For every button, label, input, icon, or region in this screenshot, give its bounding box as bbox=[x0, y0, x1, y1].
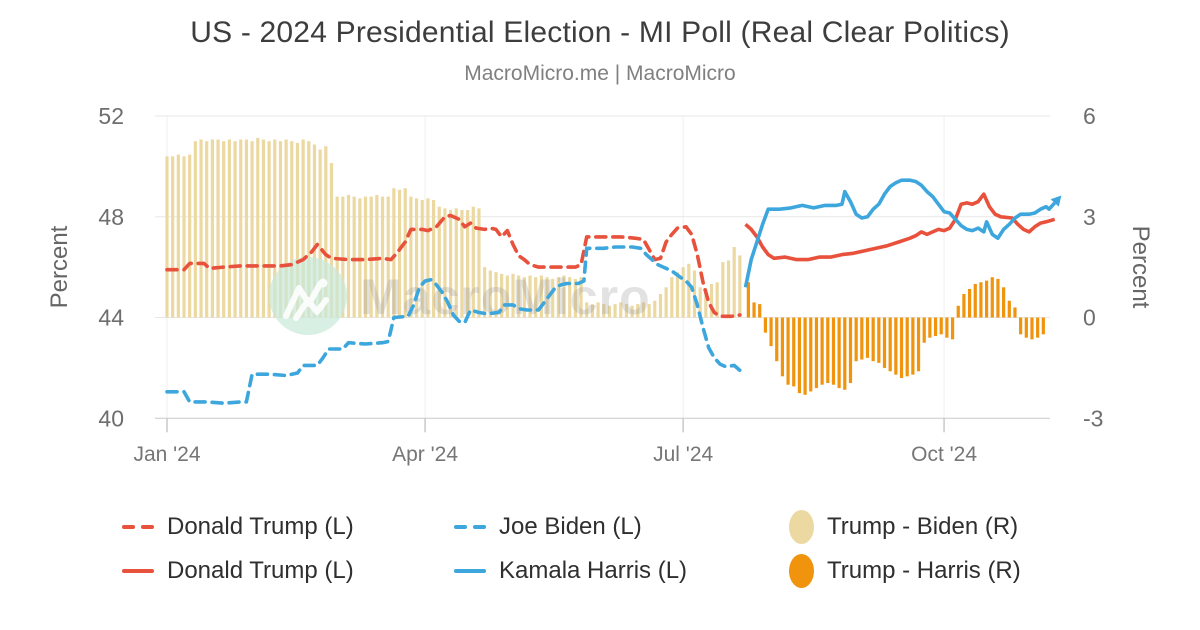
legend: Donald Trump (L) Joe Biden (L) Trump - B… bbox=[122, 505, 1021, 593]
line-end-arrow-icon bbox=[1050, 195, 1062, 207]
legend-item-trump-vs-harris[interactable]: Donald Trump (L) bbox=[122, 557, 454, 585]
trump-vs-biden-line bbox=[165, 213, 742, 319]
svg-text:6: 6 bbox=[1083, 103, 1096, 129]
chart-title: US - 2024 Presidential Election - MI Pol… bbox=[190, 16, 1010, 49]
macromicro-logo bbox=[283, 278, 329, 321]
chart-subtitle: MacroMicro.me | MacroMicro bbox=[464, 62, 736, 85]
legend-label: Kamala Harris (L) bbox=[499, 557, 688, 584]
harris-line bbox=[743, 178, 1057, 288]
macromicro-watermark: MacroMicro bbox=[269, 257, 650, 335]
svg-text:0: 0 bbox=[1083, 305, 1096, 331]
legend-label: Trump - Biden (R) bbox=[827, 513, 1019, 540]
svg-text:40: 40 bbox=[98, 405, 124, 431]
trump-biden-spread-bars bbox=[165, 137, 742, 318]
x-axis-labels: Jan '24 Apr '24 Jul '24 Oct '24 bbox=[133, 443, 977, 466]
left-axis-title: Percent bbox=[46, 225, 73, 308]
left-axis-labels: 40 44 48 52 bbox=[98, 103, 124, 431]
dashed-line-marker-icon bbox=[454, 524, 486, 530]
dashed-line-marker-icon bbox=[122, 524, 154, 530]
right-axis-title: Percent bbox=[1127, 226, 1154, 309]
svg-text:Jan '24: Jan '24 bbox=[133, 443, 200, 466]
legend-label: Trump - Harris (R) bbox=[827, 557, 1021, 584]
svg-text:52: 52 bbox=[98, 103, 124, 129]
legend-item-trump-harris-spread[interactable]: Trump - Harris (R) bbox=[789, 554, 1021, 588]
biden-line bbox=[165, 245, 742, 405]
legend-item-harris[interactable]: Kamala Harris (L) bbox=[454, 557, 789, 585]
right-axis-labels: -3 0 3 6 bbox=[1083, 103, 1103, 431]
svg-text:3: 3 bbox=[1083, 204, 1096, 230]
svg-text:44: 44 bbox=[98, 305, 124, 331]
legend-label: Joe Biden (L) bbox=[499, 513, 642, 540]
svg-text:Jul '24: Jul '24 bbox=[653, 443, 713, 466]
svg-text:Oct '24: Oct '24 bbox=[911, 443, 977, 466]
solid-line-marker-icon bbox=[122, 568, 154, 574]
legend-item-trump-biden-spread[interactable]: Trump - Biden (R) bbox=[789, 510, 1021, 544]
svg-text:48: 48 bbox=[98, 204, 124, 230]
svg-text:Apr '24: Apr '24 bbox=[392, 443, 458, 466]
legend-label: Donald Trump (L) bbox=[167, 557, 354, 584]
trump-harris-spread-bars bbox=[746, 277, 1045, 395]
legend-item-biden[interactable]: Joe Biden (L) bbox=[454, 513, 789, 541]
legend-item-trump-vs-biden[interactable]: Donald Trump (L) bbox=[122, 513, 454, 541]
bar-series-marker-icon bbox=[789, 554, 814, 588]
solid-line-marker-icon bbox=[454, 568, 486, 574]
legend-label: Donald Trump (L) bbox=[167, 513, 354, 540]
svg-text:-3: -3 bbox=[1083, 405, 1103, 431]
bar-series-marker-icon bbox=[789, 510, 814, 544]
